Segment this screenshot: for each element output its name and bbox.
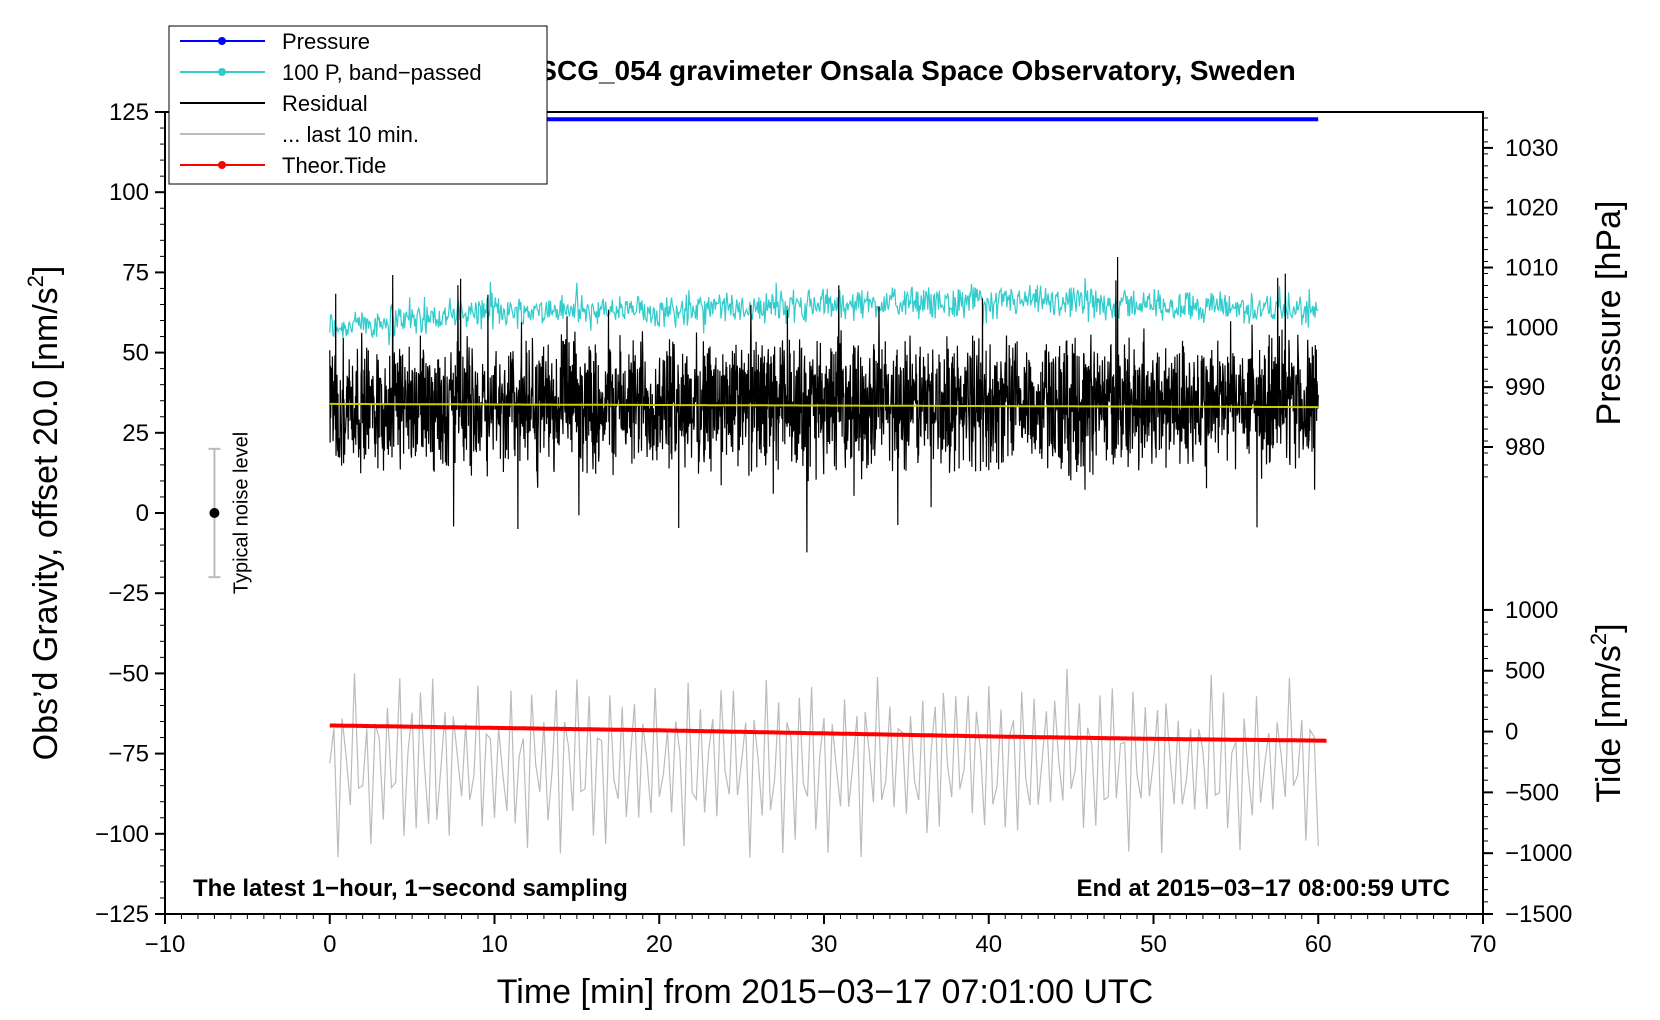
series-line-theor-tide bbox=[329, 723, 1327, 743]
legend-label: 100 P, band−passed bbox=[282, 60, 482, 85]
x-tick-label: 50 bbox=[1140, 931, 1167, 958]
y-axis-tide-title-close: ] bbox=[1590, 623, 1628, 632]
noise-label: Typical noise level bbox=[230, 432, 252, 594]
tide-tick-label: 500 bbox=[1505, 658, 1545, 685]
y-axis-left-title-main: Obs’d Gravity, offset 20.0 [nm/s bbox=[27, 287, 65, 760]
legend-label: ... last 10 min. bbox=[282, 122, 419, 147]
pressure-tick-label: 1010 bbox=[1505, 255, 1558, 282]
annotation-left: The latest 1−hour, 1−second sampling bbox=[193, 875, 628, 902]
legend-marker bbox=[218, 37, 226, 45]
legend-label: Pressure bbox=[282, 29, 370, 54]
x-tick-label: 40 bbox=[975, 931, 1002, 958]
tide-tick-label: 1000 bbox=[1505, 597, 1558, 624]
y-axis-left-title-close: ] bbox=[27, 266, 65, 275]
legend-marker bbox=[218, 161, 226, 169]
x-axis: −10 0 10 20 30 40 50 60 70 bbox=[145, 914, 1497, 958]
pressure-tick-label: 980 bbox=[1505, 434, 1545, 461]
pressure-tick-label: 1030 bbox=[1505, 135, 1558, 162]
tide-tick-label: −500 bbox=[1505, 779, 1559, 806]
y-axis-tide-title-main: Tide [nm/s bbox=[1590, 645, 1628, 802]
pressure-tick-label: 990 bbox=[1505, 374, 1545, 401]
tide-tick-label: 0 bbox=[1505, 719, 1518, 746]
pressure-tick-label: 1020 bbox=[1505, 195, 1558, 222]
y-axis-tide: 1000 500 0 −500 −1000 −1500 bbox=[1483, 597, 1572, 928]
legend-label: Residual bbox=[282, 91, 368, 116]
pressure-tick-label: 1000 bbox=[1505, 314, 1558, 341]
x-tick-label: 60 bbox=[1305, 931, 1332, 958]
chart-title: SCG_054 gravimeter Onsala Space Observat… bbox=[538, 55, 1295, 86]
x-tick-label: 0 bbox=[323, 931, 336, 958]
legend-box bbox=[168, 25, 548, 185]
tide-tick-label: −1500 bbox=[1505, 901, 1572, 928]
noise-marker: Typical noise level bbox=[208, 432, 252, 594]
y-axis-tide-title-sup: 2 bbox=[1586, 633, 1611, 645]
legend-label: Theor.Tide bbox=[282, 153, 386, 178]
y-tick-label: −100 bbox=[95, 821, 149, 848]
x-tick-label: 10 bbox=[481, 931, 508, 958]
x-tick-label: 70 bbox=[1470, 931, 1497, 958]
y-tick-label: 75 bbox=[122, 259, 149, 286]
series-line-residual bbox=[329, 256, 1319, 553]
x-tick-label: −10 bbox=[145, 931, 186, 958]
y-axis-left-title-sup: 2 bbox=[23, 275, 48, 287]
y-tick-label: −25 bbox=[108, 580, 149, 607]
y-tick-label: −75 bbox=[108, 741, 149, 768]
y-axis-left: 125 100 75 50 25 0 −25 −50 −75 −100 −125 bbox=[95, 99, 165, 928]
annotation-right: End at 2015−03−17 08:00:59 UTC bbox=[1076, 875, 1450, 902]
y-tick-label: 100 bbox=[109, 179, 149, 206]
plot-area bbox=[164, 111, 1484, 915]
y-axis-left-title: Obs’d Gravity, offset 20.0 [nm/s2] bbox=[23, 266, 65, 761]
y-tick-label: −50 bbox=[108, 660, 149, 687]
series-line--last-10-min- bbox=[329, 668, 1319, 858]
legend-marker bbox=[218, 68, 226, 76]
noise-center-dot bbox=[209, 508, 220, 518]
series-line-100-p-band-passed bbox=[329, 278, 1319, 346]
legend: Pressure 100 P, band−passed Residual ... la… bbox=[168, 25, 548, 185]
y-tick-label: −125 bbox=[95, 901, 149, 928]
y-tick-label: 25 bbox=[122, 420, 149, 447]
y-tick-label: 125 bbox=[109, 99, 149, 126]
x-tick-label: 30 bbox=[811, 931, 838, 958]
y-axis-tide-title: Tide [nm/s2] bbox=[1586, 623, 1628, 802]
y-axis-pressure: 1030 1020 1010 1000 990 980 bbox=[1483, 117, 1558, 478]
y-tick-label: 50 bbox=[122, 340, 149, 367]
tide-tick-label: −1000 bbox=[1505, 840, 1572, 867]
x-tick-label: 20 bbox=[646, 931, 673, 958]
x-axis-title: Time [min] from 2015−03−17 07:01:00 UTC bbox=[497, 973, 1153, 1011]
y-tick-label: 0 bbox=[136, 500, 149, 527]
y-axis-pressure-title: Pressure [hPa] bbox=[1590, 201, 1628, 426]
series-line-residual-mean bbox=[329, 402, 1319, 409]
